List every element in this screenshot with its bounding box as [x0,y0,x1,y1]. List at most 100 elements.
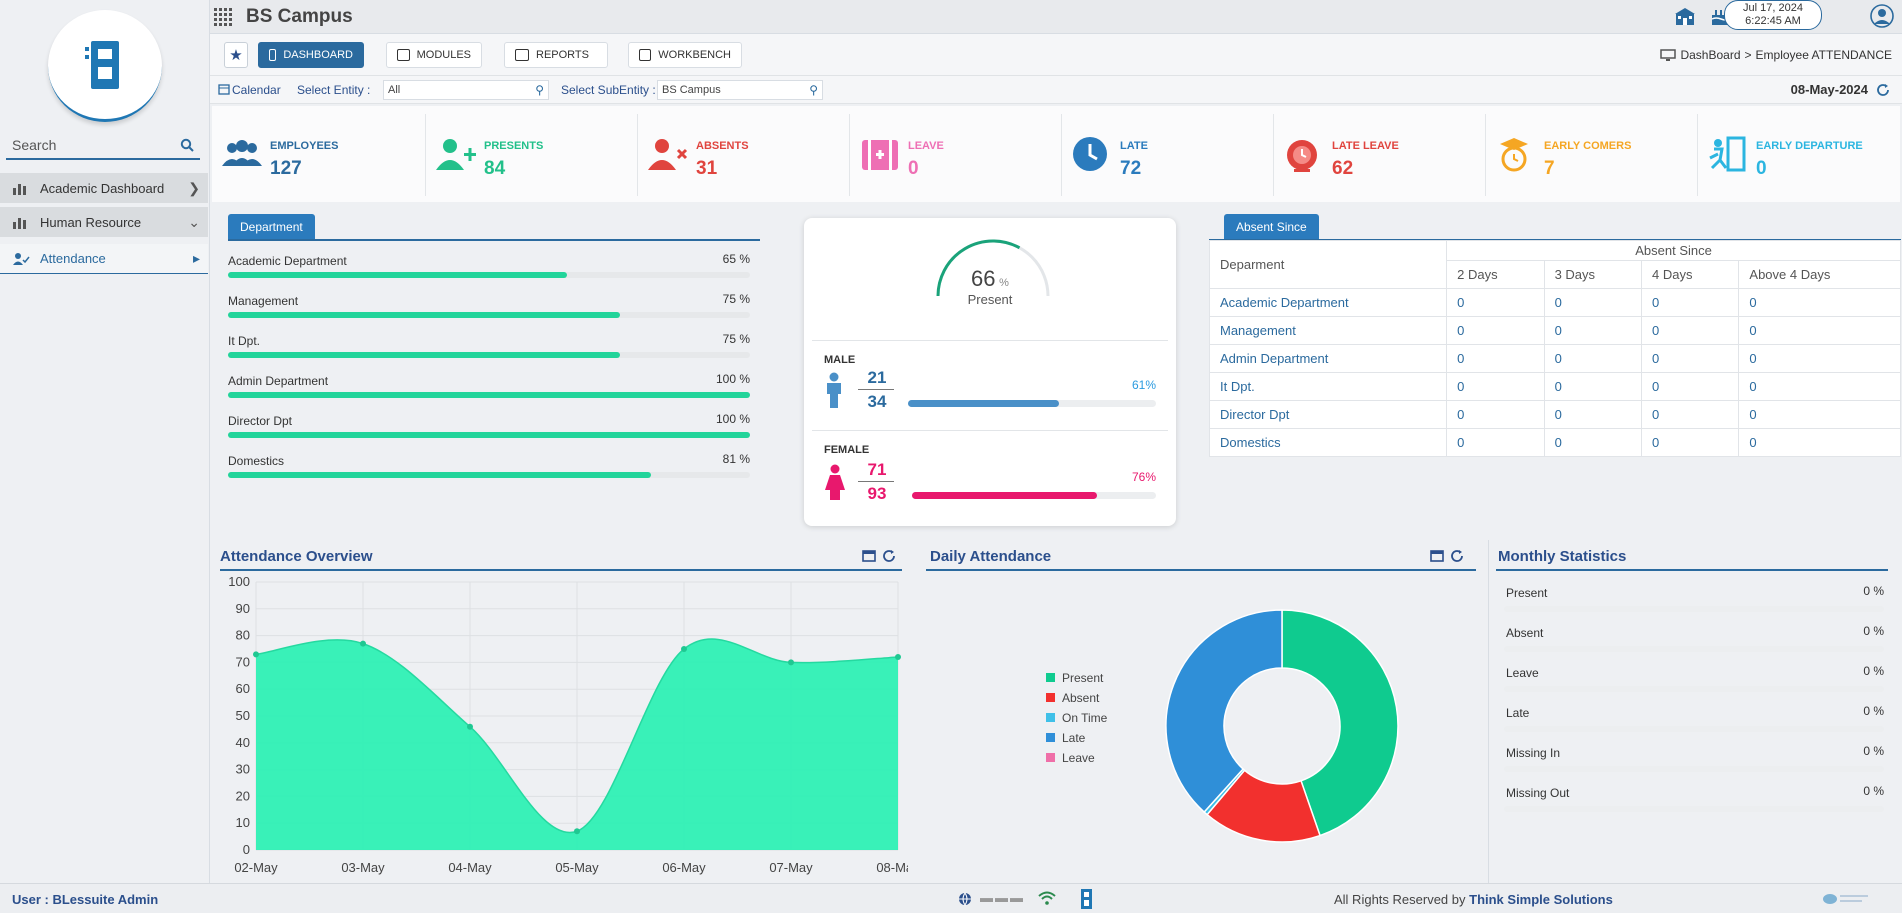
stat-early-comers[interactable]: EARLY COMERS 7 [1486,114,1698,196]
think-simple-logo-icon [1823,894,1868,904]
monthly-stat-row: Absent 0 % [1500,620,1884,660]
fraction-line [858,481,894,482]
search-icon[interactable]: ⚲ [535,83,544,97]
absent-since-tab[interactable]: Absent Since [1224,214,1319,240]
stat-presents[interactable]: PRESENTS 84 [426,114,638,196]
legend-swatch [1046,693,1055,702]
graduate-clock-icon [1500,138,1528,172]
current-date: 08-May-2024 [1790,82,1868,97]
stat-late-leave[interactable]: LATE LEAVE 62 [1274,114,1486,196]
stat-percent: 0 % [1863,664,1884,678]
count-cell: 0 [1640,344,1740,373]
window-icon[interactable] [862,550,876,562]
refresh-icon[interactable] [882,549,896,563]
entity-select[interactable]: All ⚲ [383,80,549,100]
progress-track [1504,686,1884,692]
apps-grid-icon[interactable] [214,8,234,26]
monthly-stat-row: Missing In 0 % [1500,740,1884,780]
subentity-select[interactable]: BS Campus ⚲ [657,80,823,100]
department-tab[interactable]: Department [228,214,315,240]
legend-swatch [1046,733,1055,742]
progress-track [228,392,750,398]
department-cell[interactable]: Academic Department [1208,288,1448,317]
blessuite-logo-icon [1081,889,1092,909]
divider [220,569,902,571]
stat-name: Absent [1506,626,1544,640]
user-remove-icon [648,139,688,170]
male-total: 34 [867,392,887,411]
daily-attendance-chart: Present Absent On Time Late Leave [1046,609,1399,843]
progress-track [228,272,750,278]
window-icon[interactable] [1430,550,1444,562]
y-tick-label: 80 [236,628,250,643]
legend-label: Leave [1062,751,1095,765]
logo-icon [85,40,119,89]
department-cell[interactable]: It Dpt. [1208,372,1448,401]
stats-row: EMPLOYEES 127 PRESENTS 84 ABSENTS 31 LEA… [212,106,1900,202]
globe-icon[interactable] [958,892,972,906]
monthly-statistics-title: Monthly Statistics [1498,548,1627,565]
present-gauge-text: 66 % Present [804,266,1176,307]
department-cell[interactable]: Director Dpt [1208,400,1448,429]
department-cell[interactable]: Management [1208,316,1448,345]
count-cell: 0 [1543,372,1642,401]
company-link[interactable]: Think Simple Solutions [1469,892,1613,907]
department-percent: 75 % [722,292,750,306]
stat-employees[interactable]: EMPLOYEES 127 [212,114,426,196]
count-cell: 0 [1543,288,1642,317]
fraction-line [858,389,894,390]
stat-early-departure[interactable]: EARLY DEPARTURE 0 [1698,114,1900,196]
female-progress-track [912,492,1156,499]
monitor-icon [1660,49,1677,61]
user-avatar-icon[interactable] [1870,4,1894,28]
column-header: Deparment [1208,240,1448,289]
count-cell: 0 [1446,344,1545,373]
sidebar-item-academic-dashboard[interactable]: Academic Dashboard ❯ [0,173,208,203]
stat-label: LATE LEAVE [1332,140,1399,152]
department-percent: 100 % [715,412,750,426]
stat-leave[interactable]: LEAVE 0 [850,114,1062,196]
calendar-link[interactable]: Calendar [232,83,281,97]
sidebar-item-attendance[interactable]: Attendance ▸ [0,244,208,274]
department-row: Director Dpt 100 % [228,410,760,444]
area-fill [256,639,898,850]
stat-absents[interactable]: ABSENTS 31 [638,114,850,196]
clock-icon [1073,137,1107,171]
department-name: Management [228,294,299,308]
present-gauge [936,239,1050,297]
attendance-overview-title: Attendance Overview [220,548,373,565]
column-header: Above 4 Days [1738,260,1901,289]
sidebar-search[interactable]: Search [6,132,200,160]
refresh-icon[interactable] [1450,549,1464,563]
search-icon[interactable] [180,138,194,152]
alarm-clock-icon [1287,140,1317,172]
search-icon[interactable]: ⚲ [809,83,818,97]
divider [1488,540,1489,883]
refresh-icon[interactable] [1876,83,1890,97]
search-label: Search [12,137,57,153]
tab-modules[interactable]: MODULES [386,42,482,68]
stat-name: Leave [1506,666,1539,680]
stat-late[interactable]: LATE 72 [1062,114,1274,196]
breadcrumb-separator: > [1744,48,1752,62]
monitor-icon [269,49,277,61]
department-cell[interactable]: Domestics [1208,428,1448,457]
breadcrumb-root[interactable]: DashBoard [1680,48,1741,62]
department-cell[interactable]: Admin Department [1208,344,1448,373]
sidebar-item-label: Attendance [40,251,106,266]
app-logo[interactable] [48,10,162,122]
school-icon[interactable] [1674,6,1696,26]
y-tick-label: 20 [236,788,250,803]
count-cell: 0 [1640,400,1740,429]
x-tick-label: 03-May [341,860,385,875]
tab-reports[interactable]: REPORTS [504,42,608,68]
column-header: 3 Days [1543,260,1642,289]
progress-track [228,352,750,358]
y-tick-label: 10 [236,815,250,830]
tab-dashboard[interactable]: DASHBOARD [258,42,364,68]
department-percent: 65 % [722,252,750,266]
sidebar-item-human-resource[interactable]: Human Resource ⌄ [0,207,208,237]
user-check-icon [13,252,30,265]
favorite-button[interactable]: ★ [224,42,248,68]
tab-workbench[interactable]: WORKBENCH [628,42,742,68]
